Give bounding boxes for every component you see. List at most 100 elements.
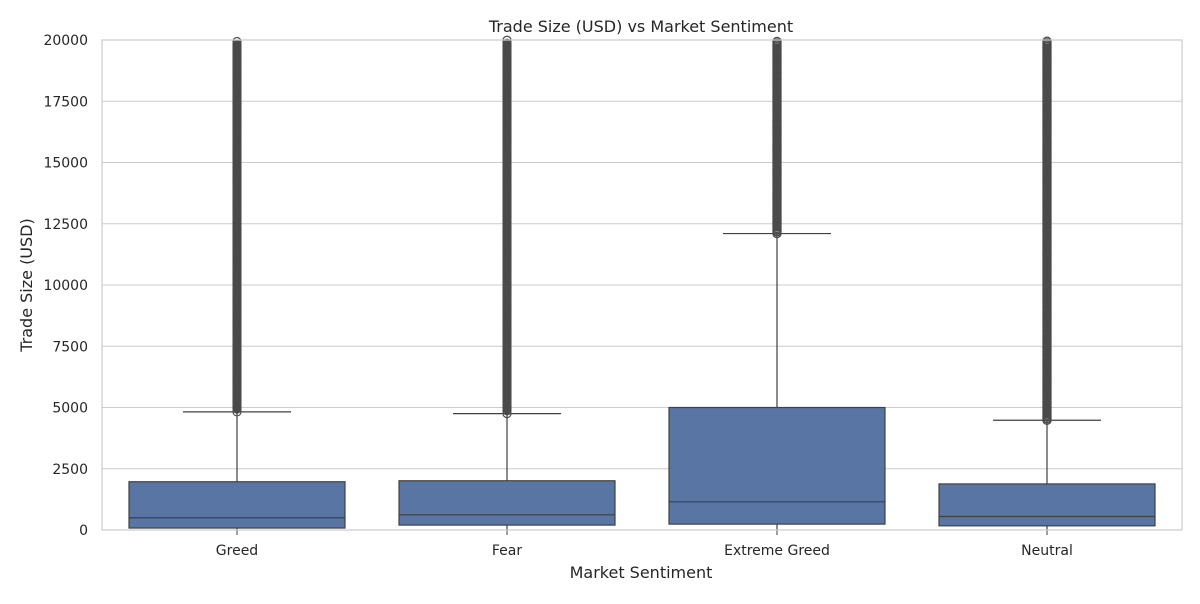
outlier-point bbox=[232, 280, 242, 291]
outlier-point bbox=[502, 120, 512, 131]
outlier-point bbox=[502, 165, 512, 175]
outlier-point bbox=[232, 195, 242, 205]
outlier-point bbox=[502, 238, 512, 248]
outlier-point bbox=[232, 48, 242, 58]
outlier-point bbox=[502, 356, 512, 366]
outlier-point bbox=[502, 264, 512, 275]
outlier-point bbox=[502, 379, 512, 389]
outlier-point bbox=[502, 206, 512, 216]
outlier-point bbox=[232, 336, 242, 346]
outlier-point bbox=[232, 183, 242, 194]
outlier-point bbox=[232, 286, 242, 296]
outlier-point bbox=[502, 188, 512, 198]
box-group-greed bbox=[128, 36, 346, 530]
outlier-point bbox=[502, 182, 512, 192]
outlier-point bbox=[232, 89, 242, 99]
outlier-point bbox=[232, 363, 242, 373]
outlier-point bbox=[502, 385, 512, 395]
outlier-point bbox=[232, 360, 242, 370]
y-tick-label: 12500 bbox=[43, 217, 88, 233]
outlier-point bbox=[232, 395, 242, 405]
outlier-point bbox=[232, 166, 242, 176]
outlier-point bbox=[502, 244, 512, 254]
x-tick-label: Fear bbox=[492, 543, 522, 559]
outlier-point bbox=[502, 326, 512, 336]
outlier-point bbox=[232, 204, 242, 214]
outlier-point bbox=[232, 313, 242, 323]
outlier-point bbox=[502, 256, 512, 266]
outlier-point bbox=[502, 361, 512, 372]
outlier-point bbox=[502, 217, 512, 228]
outlier-point bbox=[232, 113, 242, 123]
outlier-point bbox=[232, 342, 242, 352]
outlier-point bbox=[232, 169, 242, 179]
outlier-point bbox=[502, 409, 512, 419]
outlier-point bbox=[232, 272, 242, 282]
outlier-point bbox=[232, 366, 242, 376]
outlier-point bbox=[502, 144, 512, 154]
outlier-point bbox=[232, 242, 242, 252]
x-axis-label: Market Sentiment bbox=[570, 563, 713, 582]
outlier-point bbox=[232, 257, 242, 267]
outlier-point bbox=[232, 225, 242, 235]
outlier-point bbox=[502, 297, 512, 307]
y-tick-label: 10000 bbox=[43, 278, 88, 294]
outlier-point bbox=[232, 163, 242, 173]
outlier-point bbox=[232, 110, 242, 120]
outlier-point bbox=[502, 223, 512, 234]
outlier-point bbox=[232, 145, 242, 155]
outlier-point bbox=[502, 38, 512, 48]
outlier-point bbox=[502, 235, 512, 245]
outlier-point bbox=[502, 65, 512, 75]
outlier-point bbox=[232, 380, 242, 391]
outlier-point bbox=[232, 401, 242, 411]
outlier-point bbox=[502, 197, 512, 207]
y-tick-label: 0 bbox=[79, 523, 88, 539]
outlier-point bbox=[502, 109, 512, 119]
outlier-point bbox=[502, 364, 512, 375]
outlier-point bbox=[232, 142, 242, 152]
outlier-point bbox=[502, 394, 512, 404]
outlier-point bbox=[502, 276, 512, 286]
outlier-point bbox=[502, 212, 512, 222]
outlier-point bbox=[232, 175, 242, 185]
outlier-point bbox=[502, 153, 512, 163]
outlier-point bbox=[232, 95, 242, 105]
outlier-point bbox=[502, 88, 512, 98]
outlier-point bbox=[232, 104, 242, 114]
outlier-point bbox=[232, 351, 242, 361]
outlier-point bbox=[232, 372, 242, 382]
outlier-point bbox=[502, 347, 512, 357]
outlier-point bbox=[1042, 36, 1052, 46]
outlier-point bbox=[502, 94, 512, 104]
outlier-point bbox=[502, 194, 512, 204]
outlier-point bbox=[502, 312, 512, 322]
outlier-point bbox=[232, 36, 242, 47]
outlier-point bbox=[232, 404, 242, 414]
outlier-point bbox=[502, 56, 512, 66]
outlier-point bbox=[232, 254, 242, 264]
outlier-point bbox=[232, 289, 242, 299]
outlier-point bbox=[232, 207, 242, 217]
outlier-point bbox=[502, 50, 512, 60]
outlier-point bbox=[502, 406, 512, 416]
outlier-point bbox=[502, 403, 512, 413]
outlier-point bbox=[502, 397, 512, 407]
outlier-point bbox=[232, 157, 242, 167]
outlier-point bbox=[232, 251, 242, 261]
outlier-point bbox=[232, 322, 242, 332]
outlier-point bbox=[502, 373, 512, 383]
outlier-point bbox=[232, 227, 242, 238]
outlier-point bbox=[232, 277, 242, 288]
outlier-point bbox=[232, 236, 242, 246]
outlier-point bbox=[502, 353, 512, 363]
outlier-point bbox=[232, 119, 242, 129]
outlier-point bbox=[232, 248, 242, 258]
outlier-point bbox=[502, 279, 512, 289]
outlier-point bbox=[502, 47, 512, 57]
outlier-point bbox=[502, 391, 512, 401]
outlier-point bbox=[502, 332, 512, 342]
outlier-point bbox=[502, 53, 512, 63]
